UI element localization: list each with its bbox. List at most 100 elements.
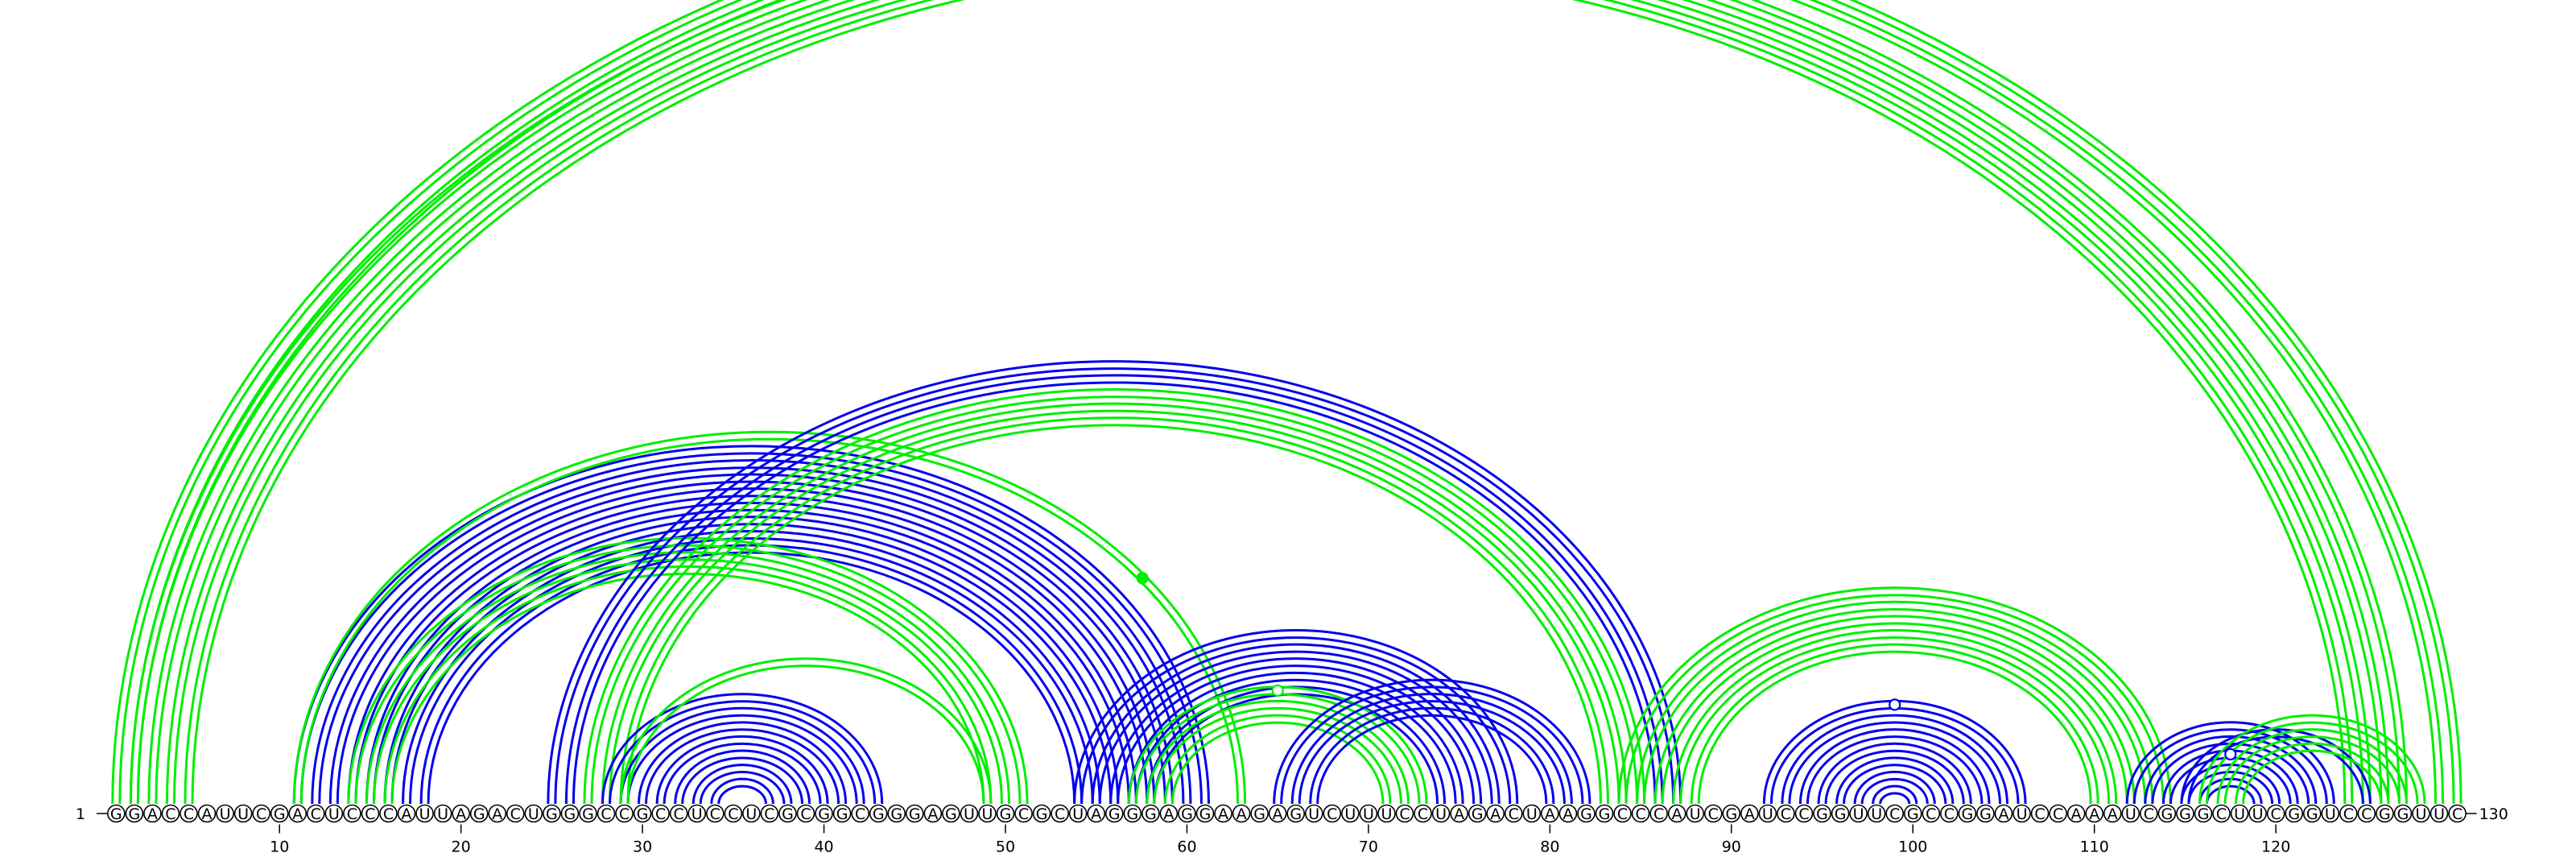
nucleotide-circle: [2429, 804, 2449, 823]
nucleotide: C: [1649, 804, 1668, 823]
base-pair-arc: [1316, 714, 1548, 805]
nucleotide-circle: [1087, 804, 1106, 823]
nucleotide: G: [2285, 804, 2303, 823]
nucleotide-letter: G: [1126, 805, 1138, 823]
base-pair-arc: [638, 721, 848, 805]
nucleotide: C: [669, 804, 688, 823]
nucleotide-circle: [2285, 804, 2303, 823]
base-pair-arc: [1163, 714, 1392, 805]
nucleotide: C: [651, 804, 670, 823]
nucleotide: C: [1777, 804, 1795, 823]
nucleotide-circle: [469, 804, 489, 823]
base-pair-arc: [1624, 594, 2165, 805]
nucleotide: U: [2121, 804, 2140, 823]
nucleotide: U: [978, 804, 997, 823]
nucleotide-circle: [452, 804, 470, 823]
base-pair-arc: [674, 749, 811, 805]
nucleotide-circle: [687, 804, 707, 823]
nucleotide: C: [1885, 804, 1905, 823]
nucleotide-circle: [1631, 804, 1650, 823]
nucleotide-letter: C: [800, 805, 811, 823]
nucleotide-letter: A: [202, 805, 213, 823]
nucleotide: A: [197, 804, 217, 823]
tick-label: 100: [1898, 838, 1927, 856]
nucleotide: G: [1577, 804, 1596, 823]
nucleotide-circle: [1068, 804, 1088, 823]
nucleotide-circle: [324, 804, 344, 823]
nucleotide-letter: A: [1454, 805, 1464, 823]
pair-marker: [1271, 684, 1284, 697]
nucleotide-circle: [2321, 804, 2340, 823]
nucleotide: C: [724, 804, 743, 823]
base-pair-arc: [547, 359, 1682, 805]
base-pair-arc: [645, 728, 840, 805]
nucleotide: U: [1522, 804, 1542, 823]
nucleotide-circle: [1794, 804, 1814, 823]
base-pair-arc: [1843, 764, 1947, 805]
nucleotide: U: [742, 804, 761, 823]
nucleotide-circle: [1758, 804, 1777, 823]
nucleotide-letter: C: [1781, 805, 1791, 823]
nucleotide-circle: [869, 804, 888, 823]
nucleotide-circle: [597, 804, 616, 823]
nucleotide-circle: [415, 804, 434, 823]
nucleotide-letter: C: [2343, 805, 2354, 823]
nucleotide-letter: G: [1253, 805, 1265, 823]
nucleotide: C: [796, 804, 815, 823]
base-pair-arc: [619, 657, 993, 805]
nucleotide-circle: [2357, 804, 2376, 823]
nucleotide-letter: A: [1998, 805, 2008, 823]
nucleotide: G: [869, 804, 888, 823]
base-pair-arc: [1690, 643, 2099, 805]
nucleotide: U: [233, 804, 253, 823]
position-axis: 10 20 30 40 50 60 70 80 90 100 110 120: [270, 824, 2290, 856]
nucleotide-letter: A: [1563, 805, 1573, 823]
nucleotide: G: [1468, 804, 1487, 823]
nucleotide: G: [125, 804, 144, 823]
nucleotide-letter: G: [890, 805, 902, 823]
base-pair-arc: [2216, 728, 2408, 805]
base-pair-arc: [292, 445, 1210, 805]
nucleotide: G: [996, 804, 1015, 823]
nucleotide-circle: [306, 804, 325, 823]
nucleotide: C: [615, 804, 634, 823]
nucleotide-circle: [1777, 804, 1795, 823]
nucleotide-circle: [669, 804, 688, 823]
nucleotide-letter: G: [274, 805, 286, 823]
nucleotide-circle: [1268, 804, 1287, 823]
nucleotide-letter: A: [147, 805, 158, 823]
nucleotide: U: [324, 804, 344, 823]
nucleotide-circle: [651, 804, 670, 823]
base-pair-arc: [2187, 771, 2274, 805]
base-pair-arc: [583, 388, 1646, 805]
tick-label: 60: [1177, 838, 1196, 856]
nucleotide: C: [2212, 804, 2231, 823]
nucleotide-letter: C: [184, 805, 194, 823]
nucleotide-circle: [1994, 804, 2013, 823]
base-pair-arc: [2144, 735, 2318, 805]
nucleotide-letter: U: [964, 805, 975, 823]
nucleotide-circle: [1903, 804, 1922, 823]
nucleotide-letter: A: [2107, 805, 2118, 823]
nucleotide-circle: [397, 804, 416, 823]
base-pair-arc: [347, 536, 1029, 805]
nucleotide: U: [2248, 804, 2267, 823]
nucleotide-letter: U: [745, 805, 757, 823]
tick-label: 90: [1722, 838, 1741, 856]
nucleotide-letter: C: [1418, 805, 1428, 823]
nucleotide-circle: [2230, 804, 2249, 823]
nucleotide-letter: A: [492, 805, 502, 823]
base-pair-arc: [2235, 742, 2390, 805]
nucleotide-circle: [960, 804, 979, 823]
nucleotide: G: [1722, 804, 1741, 823]
nucleotide: A: [1232, 804, 1251, 823]
nucleotide-letter: C: [165, 805, 175, 823]
nucleotide-letter: U: [1762, 805, 1773, 823]
nucleotide-circle: [216, 804, 234, 823]
nucleotide-circle: [2393, 804, 2413, 823]
base-pair-arc: [1806, 735, 1984, 805]
nucleotide: U: [1867, 804, 1886, 823]
base-pair-arc: [1817, 742, 1972, 805]
nucleotide: G: [2157, 804, 2177, 823]
nucleotide-circle: [1686, 804, 1705, 823]
